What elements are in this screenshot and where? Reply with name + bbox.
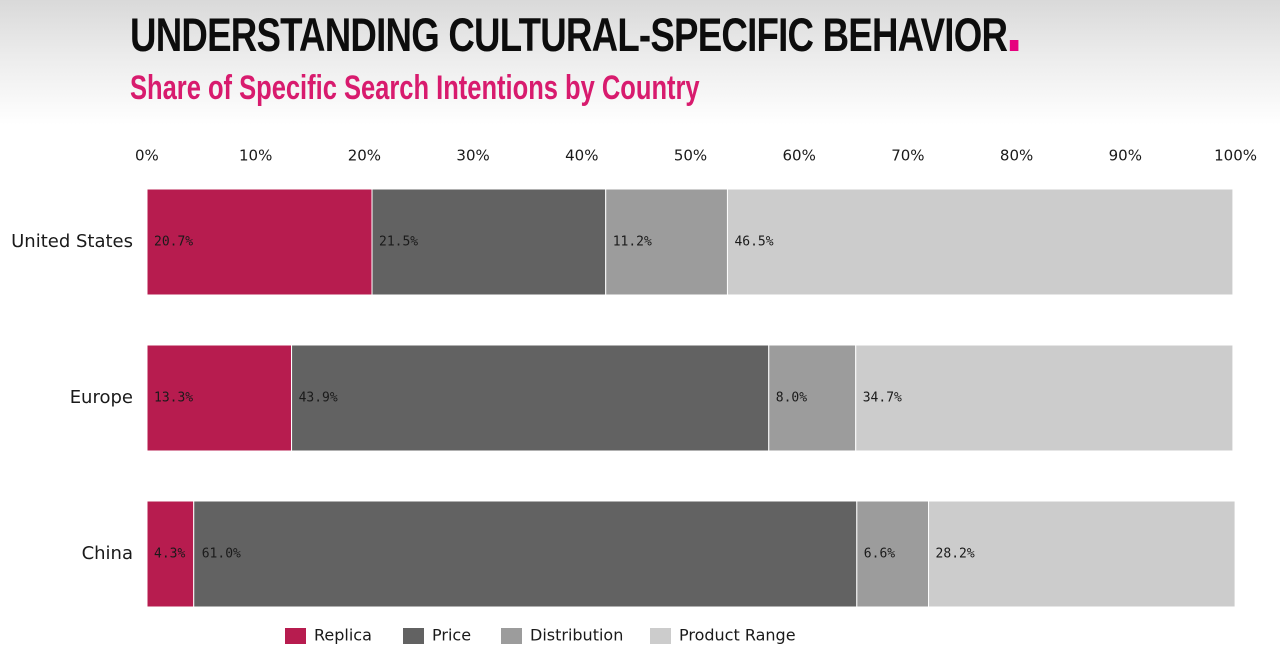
x-tick-label: 50%: [674, 147, 707, 165]
legend-swatch: [403, 628, 424, 644]
x-axis-ticks: 0% 10% 20% 30% 40% 50% 60% 70% 80% 90% 100%: [135, 147, 1257, 165]
data-label: 4.3%: [154, 547, 185, 562]
x-tick-label: 100%: [1214, 147, 1257, 165]
data-label: 21.5%: [379, 235, 418, 250]
x-tick-label: 90%: [1109, 147, 1142, 165]
page-subtitle: Share of Specific Search Intentions by C…: [130, 69, 700, 107]
legend-label: Price: [432, 626, 471, 645]
bar-segment: [855, 344, 1234, 452]
x-tick-label: 80%: [1000, 147, 1033, 165]
legend: Replica Price Distribution Product Range: [285, 626, 796, 645]
legend-label: Product Range: [679, 626, 796, 645]
legend-swatch: [285, 628, 306, 644]
x-tick-label: 70%: [891, 147, 924, 165]
bar-segment: [146, 188, 373, 296]
x-tick-label: 20%: [348, 147, 381, 165]
legend-label: Distribution: [530, 626, 623, 645]
bar-segment: [371, 188, 607, 296]
data-label: 20.7%: [154, 235, 193, 250]
data-label: 11.2%: [613, 235, 652, 250]
legend-label: Replica: [314, 626, 372, 645]
data-label: 46.5%: [734, 235, 773, 250]
bar-segment: [291, 344, 770, 452]
x-tick-label: 60%: [783, 147, 816, 165]
x-tick-label: 10%: [239, 147, 272, 165]
data-label: 43.9%: [299, 391, 338, 406]
data-label: 28.2%: [936, 547, 975, 562]
bar-segment: [726, 188, 1234, 296]
x-tick-label: 30%: [456, 147, 489, 165]
bar-segment: [193, 500, 858, 608]
category-label: Europe: [70, 387, 133, 408]
x-tick-label: 40%: [565, 147, 598, 165]
bar-segment: [146, 344, 293, 452]
category-labels: United States Europe China: [11, 231, 133, 564]
data-label: 13.3%: [154, 391, 193, 406]
x-tick-label: 0%: [135, 147, 159, 165]
page-title: UNDERSTANDING CULTURAL-SPECIFIC BEHAVIOR: [130, 4, 1019, 66]
bar-segment: [605, 188, 728, 296]
category-label: United States: [11, 231, 133, 252]
legend-swatch: [650, 628, 671, 644]
data-label: 34.7%: [863, 391, 902, 406]
category-label: China: [82, 543, 133, 564]
data-label: 6.6%: [864, 547, 895, 562]
header-background: [0, 0, 1280, 125]
bar-segment: [928, 500, 1236, 608]
title-accent-square: [1009, 40, 1019, 51]
bar-segments: [146, 188, 1236, 608]
data-label: 61.0%: [202, 547, 241, 562]
legend-swatch: [501, 628, 522, 644]
data-label: 8.0%: [776, 391, 807, 406]
value-labels: 20.7% 21.5% 11.2% 46.5% 13.3% 43.9% 8.0% 34.7% 4…: [154, 235, 975, 562]
